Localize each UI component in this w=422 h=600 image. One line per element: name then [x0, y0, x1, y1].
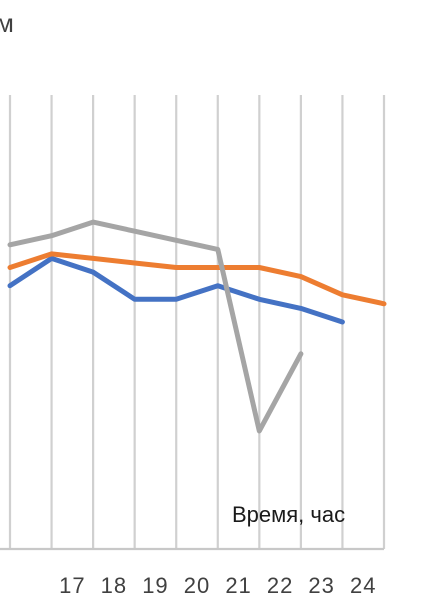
x-tick-label: 22	[267, 573, 293, 598]
chart-title-fragment: м	[0, 8, 14, 38]
x-tick-label: 21	[225, 573, 251, 598]
series-line-2	[7, 251, 387, 307]
x-tick-label: 19	[142, 573, 168, 598]
x-tick-label: 24	[350, 573, 376, 598]
series-lines	[7, 219, 387, 434]
series-line-1	[7, 255, 345, 325]
x-tick-label: 20	[184, 573, 210, 598]
gridlines	[8, 95, 386, 549]
x-tick-label: 23	[308, 573, 334, 598]
x-tick-labels: 17 18 19 20 21 22 23 24	[59, 573, 376, 598]
series-line-3	[7, 219, 304, 434]
x-tick-label: 18	[101, 573, 127, 598]
x-tick-label: 17	[59, 573, 85, 598]
axis-annotation: Время, час	[232, 502, 345, 527]
